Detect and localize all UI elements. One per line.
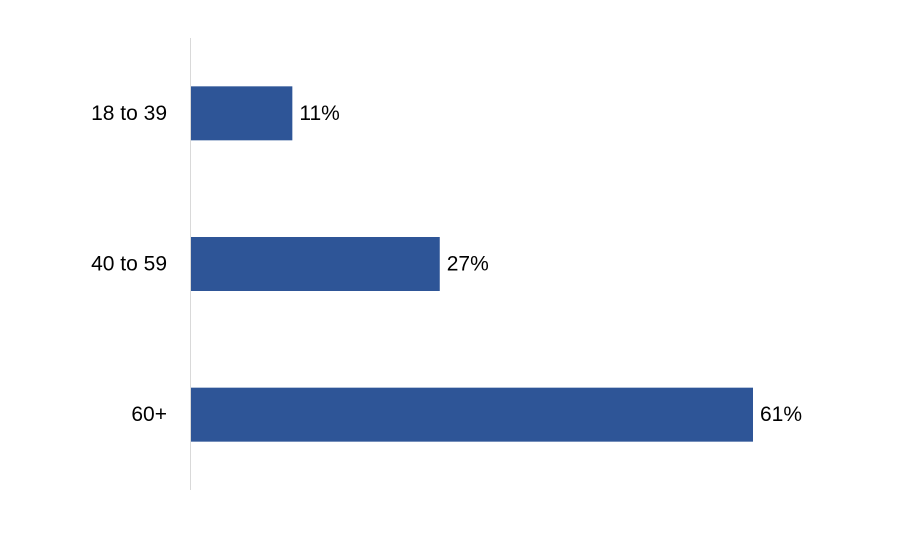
data-label-2: 61% [760,403,802,426]
data-labels: 11% 27% 61% [299,102,802,426]
category-label-0: 18 to 39 [91,102,167,125]
data-label-1: 27% [447,253,489,276]
category-label-2: 60+ [131,403,167,426]
bars-layer [191,86,753,442]
category-label-1: 40 to 59 [91,253,167,276]
bar-1 [191,237,440,291]
category-labels: 18 to 39 40 to 59 60+ [91,102,167,426]
bar-2 [191,387,753,442]
data-label-0: 11% [299,102,339,125]
bar-0 [191,86,293,141]
